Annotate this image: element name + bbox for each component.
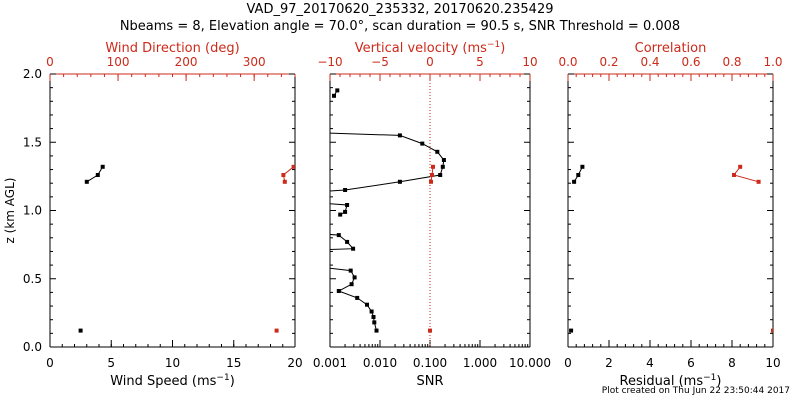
panel-3-x-tick-label: 10 xyxy=(765,356,780,370)
panel-3-x-tick-label: 6 xyxy=(687,356,695,370)
panel-2-bottom-data-point xyxy=(374,328,379,333)
panel-3-bottom-data-point xyxy=(569,328,574,333)
panel-1-top-axis-label: Wind Direction (deg) xyxy=(105,41,239,56)
panel-3-x-tick-label: 0 xyxy=(564,356,572,370)
panel-2-top-tick-label: 5 xyxy=(476,55,484,69)
panel-2-bottom-series-line xyxy=(330,203,348,216)
panel-2-bottom-data-point xyxy=(372,320,377,325)
panel-2-bottom-data-point xyxy=(435,149,440,154)
panel-2-bottom-data-point xyxy=(440,164,445,169)
panel-2-bottom-data-point xyxy=(369,309,374,314)
panel-1-top-tick-label: 0 xyxy=(46,55,54,69)
panel-1-top-data-point xyxy=(291,164,295,169)
panel-1-bottom-data-point xyxy=(100,164,105,169)
panel-2-bottom-data-point xyxy=(345,239,350,244)
panel-1-top-tick-label: 200 xyxy=(175,55,198,69)
panel-2-bottom-data-point xyxy=(438,173,443,177)
panel-3-top-data-point xyxy=(771,328,773,333)
panel-2-top-tick-label: 10 xyxy=(522,55,537,69)
panel-1-top-data-point xyxy=(282,179,287,184)
panel-2-top-data-point xyxy=(429,179,433,184)
panel-2-bottom-data-point xyxy=(343,188,348,192)
panel-2-bottom-data-point xyxy=(343,209,348,214)
panel-1-bottom-data-point xyxy=(95,173,100,177)
y-tick-label: 0.0 xyxy=(23,340,42,354)
panel-3-top-axis-label: Correlation xyxy=(635,41,707,56)
panel-3-x-tick-label: 2 xyxy=(605,356,613,370)
y-axis-label: z (km AGL) xyxy=(3,178,17,244)
panel-1-x-tick-label: 10 xyxy=(165,356,180,370)
panel-3-x-tick-label: 8 xyxy=(728,356,736,370)
panel-3-top-tick-label: 0.8 xyxy=(722,55,741,69)
panel-2-top-tick-label: 0 xyxy=(426,55,434,69)
panel-3-top-data-point xyxy=(732,173,736,177)
panel-1-x-tick-label: 5 xyxy=(107,356,115,370)
panel-2-x-tick-label: 0.100 xyxy=(413,356,447,370)
panel-3-bottom-data-point xyxy=(576,173,581,177)
panel-2-x-tick-label: 1.000 xyxy=(463,356,497,370)
panel-2-bottom-data-point xyxy=(336,289,341,293)
panel-1-x-tick-label: 0 xyxy=(46,356,54,370)
panel-1-bottom-data-point xyxy=(84,179,89,184)
panel-2-bottom-data-point xyxy=(371,315,376,319)
panel-1-top-data-point xyxy=(281,173,286,177)
plot-created-footer: Plot created on Thu Jun 22 23:50:44 2017 xyxy=(601,386,790,396)
panel-2-bottom-data-point xyxy=(332,93,336,98)
panel-2-top-axis-label: Vertical velocity (ms−1) xyxy=(355,40,506,56)
panel-2-top-data-point xyxy=(428,328,432,333)
panel-2-bottom-data-point xyxy=(352,275,357,280)
panel-1-x-tick-label: 15 xyxy=(226,356,241,370)
panel-3-x-axis-label: Residual (ms−1) xyxy=(620,373,722,389)
panel-3-bottom-data-point xyxy=(580,164,585,169)
panel-2-bottom-data-point xyxy=(365,302,369,307)
panel-2-bottom-data-point xyxy=(336,233,341,238)
chart-title: VAD_97_20170620_235332, 20170620.235429 xyxy=(246,2,554,17)
panel-2-bottom-data-point xyxy=(420,141,425,146)
panel-2-bottom-data-point xyxy=(355,295,360,300)
panel-1-x-tick-label: 20 xyxy=(287,356,302,370)
panel-2-bottom-data-point xyxy=(338,212,343,217)
panel-2-x-axis-label: SNR xyxy=(416,374,443,389)
panel-2-x-tick-label: 0.001 xyxy=(313,356,347,370)
panel-2-bottom-data-point xyxy=(351,246,356,251)
panel-2-bottom-data-point xyxy=(441,158,446,162)
panel-1-top-data-point xyxy=(274,328,279,333)
panel-3-top-tick-label: 0.2 xyxy=(599,55,618,69)
y-tick-label: 1.0 xyxy=(23,204,42,218)
panel-2-bottom-data-point xyxy=(397,133,402,138)
panel-1-x-axis-label: Wind Speed (ms−1) xyxy=(110,373,235,389)
chart-subtitle: Nbeams = 8, Elevation angle = 70.0°, sca… xyxy=(119,19,681,34)
panel-3-top-tick-label: 1.0 xyxy=(763,55,782,69)
panel-2-bottom-data-point xyxy=(397,179,402,184)
panel-2-top-data-point xyxy=(430,173,434,177)
panel-1-bottom-data-point xyxy=(78,328,83,333)
panel-1-top-tick-label: 300 xyxy=(243,55,266,69)
panel-2-bottom-data-point xyxy=(348,268,353,273)
panel-2-top-tick-label: −10 xyxy=(317,55,342,69)
panel-2-top-data-point xyxy=(431,164,435,169)
panel-1-bottom-series-line xyxy=(86,166,104,183)
panel-3-top-series-line xyxy=(733,166,759,183)
panel-2-top-tick-label: −5 xyxy=(371,55,389,69)
panel-3-bottom-data-point xyxy=(572,179,577,184)
panel-3-top-tick-label: 0.0 xyxy=(558,55,577,69)
panel-3-top-data-point xyxy=(756,179,761,184)
panel-2-x-tick-label: 10.000 xyxy=(509,356,551,370)
panel-1-top-tick-label: 100 xyxy=(107,55,130,69)
panel-2-bottom-data-point xyxy=(349,282,354,287)
panel-3-top-tick-label: 0.4 xyxy=(640,55,659,69)
y-tick-label: 2.0 xyxy=(23,67,42,81)
panel-3-top-tick-label: 0.6 xyxy=(681,55,700,69)
panel-3-x-tick-label: 4 xyxy=(646,356,654,370)
panel-2-bottom-series-line xyxy=(330,132,445,192)
panel-2-bottom-series-line xyxy=(330,233,377,331)
panel-2-x-tick-label: 0.010 xyxy=(363,356,397,370)
panel-2-bottom-data-point xyxy=(335,88,340,93)
y-tick-label: 1.5 xyxy=(23,135,42,149)
panel-2-bottom-data-point xyxy=(345,203,350,207)
panel-3-top-data-point xyxy=(738,164,743,169)
y-tick-label: 0.5 xyxy=(23,272,42,286)
